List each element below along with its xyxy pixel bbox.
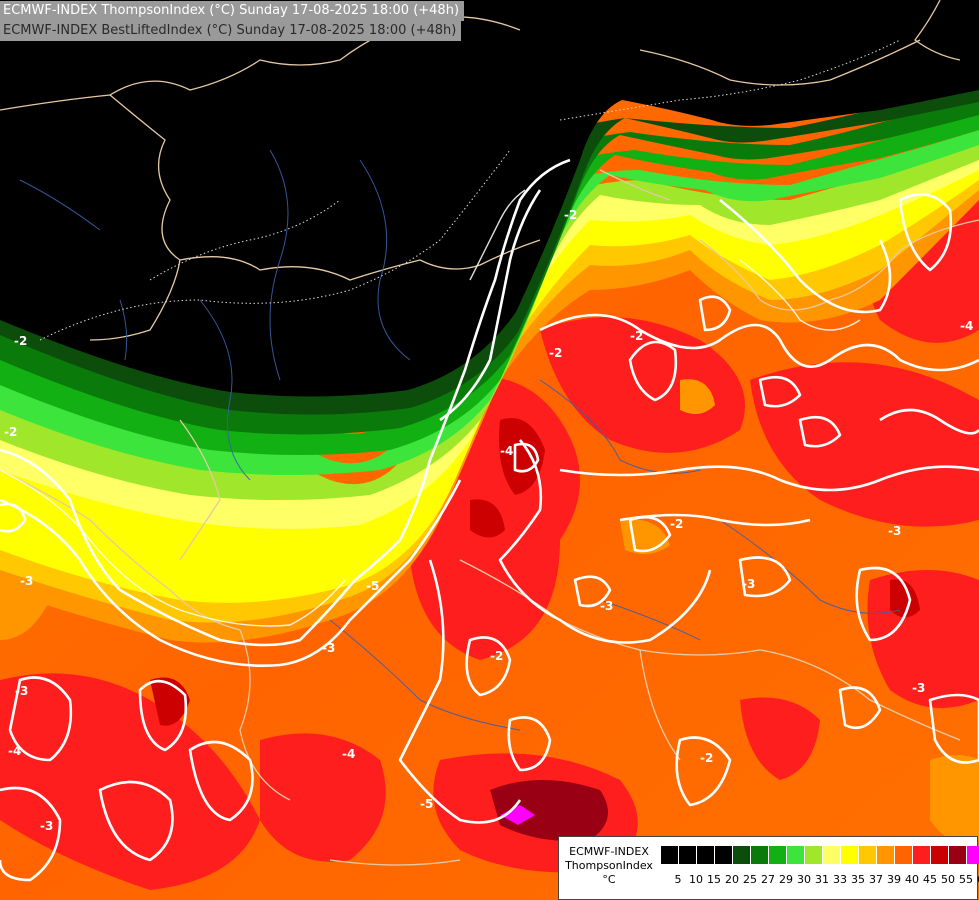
contour-label: -2 [630, 329, 643, 343]
thin-white-contours [0, 189, 861, 627]
legend-swatch [895, 846, 913, 864]
map-title-best-lifted-index: ECMWF-INDEX BestLiftedIndex (°C) Sunday … [0, 21, 462, 41]
legend-tick-label: 15 [707, 873, 721, 886]
legend-swatch [697, 846, 715, 864]
contour-label: -5 [366, 579, 379, 593]
country-borders [0, 0, 979, 866]
white-contours [0, 158, 979, 882]
legend-tick-label: 20 [725, 873, 739, 886]
contour-label: -2 [670, 517, 683, 531]
contour-label: -2 [564, 208, 577, 222]
rivers [19, 149, 901, 731]
legend-tick-label: 35 [851, 873, 865, 886]
legend-swatch [823, 846, 841, 864]
legend-swatch [787, 846, 805, 864]
legend-unit: °C [602, 873, 616, 886]
legend-swatch [967, 846, 979, 864]
map-title-thompson-index: ECMWF-INDEX ThompsonIndex (°C) Sunday 17… [0, 1, 465, 21]
contour-label: -3 [888, 524, 901, 538]
contour-label: -3 [912, 681, 925, 695]
legend-tick-label: 55 [959, 873, 973, 886]
contour-label: -3 [20, 574, 33, 588]
contour-label: -4 [8, 744, 21, 758]
dotted-contours [39, 39, 901, 341]
legend-tick-label: 10 [689, 873, 703, 886]
legend-tick-label: 39 [887, 873, 901, 886]
contour-label: -2 [700, 751, 713, 765]
contour-label: -3 [322, 641, 335, 655]
legend-tick-label: 31 [815, 873, 829, 886]
legend-swatch [733, 846, 751, 864]
field-magenta-peak [500, 805, 535, 825]
contour-label: -4 [500, 444, 513, 458]
legend-model: ECMWF-INDEX [569, 845, 649, 858]
legend-swatch [859, 846, 877, 864]
legend-label: ECMWF-INDEX ThompsonIndex °C [563, 845, 655, 887]
contour-label: -4 [960, 319, 973, 333]
legend-tick-label: 29 [779, 873, 793, 886]
legend-swatch [841, 846, 859, 864]
legend-tick-label: 37 [869, 873, 883, 886]
legend-swatch [715, 846, 733, 864]
field-gradient-band [0, 88, 979, 643]
contour-labels: -2 -2 -2 -2 -2 -2 -2 -2 -3 -3 -3 -3 -3 -… [4, 208, 973, 833]
color-legend: ECMWF-INDEX ThompsonIndex °C 5 10 15 20 25 27… [558, 836, 979, 900]
contour-label: -5 [420, 797, 433, 811]
legend-tick-label: 5 [674, 873, 682, 886]
legend-tick-label: 27 [761, 873, 775, 886]
legend-tick-label: 60 [977, 873, 979, 886]
legend-swatch [913, 846, 931, 864]
legend-ticks: 5 10 15 20 25 27 29 30 31 33 35 37 39 40 45 50 55 60 [661, 873, 979, 887]
legend-tick-label: 25 [743, 873, 757, 886]
contour-label: -4 [342, 747, 355, 761]
contour-label: -3 [40, 819, 53, 833]
legend-swatch [679, 846, 697, 864]
legend-color-bar [661, 846, 979, 864]
legend-tick-label: 50 [941, 873, 955, 886]
field-darkred-areas [150, 418, 920, 841]
contour-label: -2 [14, 334, 27, 348]
legend-variable: ThompsonIndex [565, 859, 653, 872]
contour-label: -2 [549, 346, 562, 360]
contour-label: -3 [742, 577, 755, 591]
contour-label: -3 [600, 599, 613, 613]
legend-swatch [931, 846, 949, 864]
legend-tick-label: 30 [797, 873, 811, 886]
legend-tick-label: 45 [923, 873, 937, 886]
legend-tick-label: 40 [905, 873, 919, 886]
legend-swatch [877, 846, 895, 864]
contour-label: -2 [4, 425, 17, 439]
legend-swatch [949, 846, 967, 864]
legend-swatch [805, 846, 823, 864]
contour-label: -3 [15, 684, 28, 698]
legend-swatch [769, 846, 787, 864]
legend-tick-label: 33 [833, 873, 847, 886]
legend-swatch [661, 846, 679, 864]
contour-label: -2 [490, 649, 503, 663]
legend-swatch [751, 846, 769, 864]
